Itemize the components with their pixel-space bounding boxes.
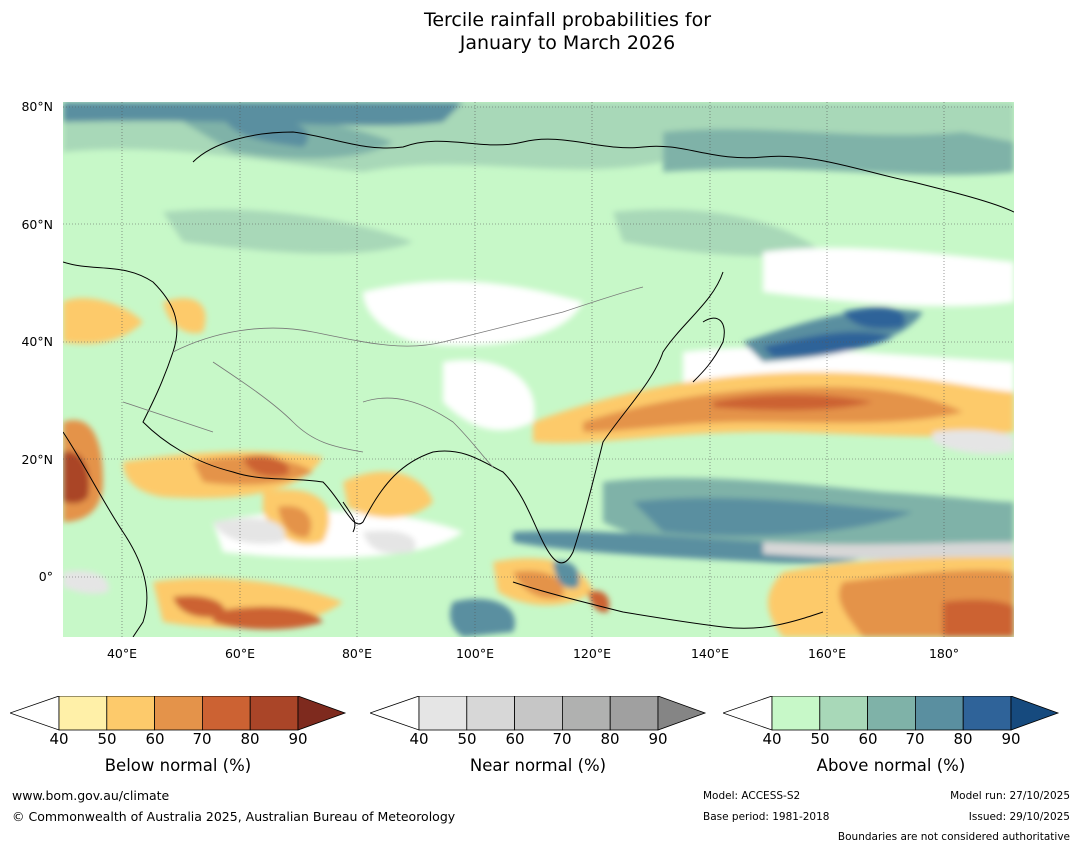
colorbar-swatch bbox=[867, 695, 916, 731]
lon-label-180: 180° bbox=[928, 646, 960, 661]
colorbar-above-label: Above normal (%) bbox=[816, 756, 966, 775]
lon-label-120e: 120°E bbox=[572, 646, 611, 661]
base-period-text: Base period: 1981-2018 bbox=[703, 811, 830, 823]
tick: 80 bbox=[953, 730, 973, 748]
tick: 80 bbox=[600, 730, 620, 748]
colorbar-swatch bbox=[249, 695, 299, 731]
map-title: Tercile rainfall probabilities for Janua… bbox=[0, 9, 1081, 55]
coastlines bbox=[63, 131, 1014, 637]
tick: 70 bbox=[552, 730, 572, 748]
lat-label-60n: 60°N bbox=[21, 217, 53, 232]
colorbar-swatch bbox=[58, 695, 108, 731]
tick: 70 bbox=[905, 730, 925, 748]
colorbar-swatch bbox=[106, 695, 156, 731]
lon-label-100e: 100°E bbox=[455, 646, 494, 661]
colorbar-near-swatches bbox=[368, 695, 707, 731]
graticule bbox=[63, 102, 1014, 637]
model-run-text: Model run: 27/10/2025 bbox=[950, 790, 1070, 802]
tick: 40 bbox=[409, 730, 429, 748]
lon-label-140e: 140°E bbox=[690, 646, 729, 661]
colorbar-above-swatches bbox=[721, 695, 1060, 731]
colorbar-swatch bbox=[609, 695, 659, 731]
tick: 40 bbox=[49, 730, 69, 748]
colorbar-swatch bbox=[771, 695, 821, 731]
lat-label-40n: 40°N bbox=[21, 334, 53, 349]
issued-text: Issued: 29/10/2025 bbox=[968, 811, 1070, 823]
lon-label-60e: 60°E bbox=[224, 646, 256, 661]
tick: 50 bbox=[810, 730, 830, 748]
lat-label-80n: 80°N bbox=[21, 99, 53, 114]
website-link[interactable]: www.bom.gov.au/climate bbox=[12, 788, 170, 803]
colorbar-swatch bbox=[154, 695, 203, 731]
colorbar-swatch bbox=[914, 695, 964, 731]
colorbar-below-swatches bbox=[8, 695, 347, 731]
tick: 90 bbox=[1001, 730, 1021, 748]
tick: 90 bbox=[288, 730, 308, 748]
colorbar-swatch bbox=[514, 695, 563, 731]
title-line-2: January to March 2026 bbox=[459, 32, 676, 54]
colorbar-swatch bbox=[819, 695, 869, 731]
lon-label-160e: 160°E bbox=[807, 646, 846, 661]
tick: 50 bbox=[457, 730, 477, 748]
colorbar-above-normal: 40 50 60 70 80 90 Above normal (%) bbox=[721, 695, 1063, 786]
tick: 80 bbox=[240, 730, 260, 748]
colorbar-swatch bbox=[962, 695, 1012, 731]
lon-label-80e: 80°E bbox=[341, 646, 373, 661]
colorbar-near-normal: 40 50 60 70 80 90 Near normal (%) bbox=[368, 695, 710, 786]
boundaries-disclaimer: Boundaries are not considered authoritat… bbox=[837, 831, 1070, 843]
colorbar-swatch bbox=[466, 695, 516, 731]
tick: 60 bbox=[505, 730, 525, 748]
country-borders bbox=[122, 286, 644, 468]
colorbar-below-normal: 40 50 60 70 80 90 Below normal (%) bbox=[8, 695, 350, 786]
rainfall-probability-map bbox=[63, 102, 1014, 637]
tick: 60 bbox=[145, 730, 165, 748]
tick: 60 bbox=[858, 730, 878, 748]
colorbar-below-label: Below normal (%) bbox=[104, 756, 252, 775]
lat-label-20n: 20°N bbox=[21, 452, 53, 467]
title-line-1: Tercile rainfall probabilities for bbox=[423, 9, 712, 31]
copyright-text: © Commonwealth of Australia 2025, Austra… bbox=[12, 809, 456, 824]
tick: 70 bbox=[192, 730, 212, 748]
colorbar-near-label: Near normal (%) bbox=[469, 756, 607, 775]
probability-field bbox=[63, 102, 1014, 637]
model-text: Model: ACCESS-S2 bbox=[703, 790, 801, 802]
lat-label-0: 0° bbox=[38, 569, 53, 584]
colorbar-swatch bbox=[418, 695, 468, 731]
tick: 40 bbox=[762, 730, 782, 748]
tick: 90 bbox=[648, 730, 668, 748]
tick: 50 bbox=[97, 730, 117, 748]
colorbar-swatch bbox=[201, 695, 251, 731]
lon-label-40e: 40°E bbox=[106, 646, 138, 661]
colorbar-swatch bbox=[561, 695, 611, 731]
